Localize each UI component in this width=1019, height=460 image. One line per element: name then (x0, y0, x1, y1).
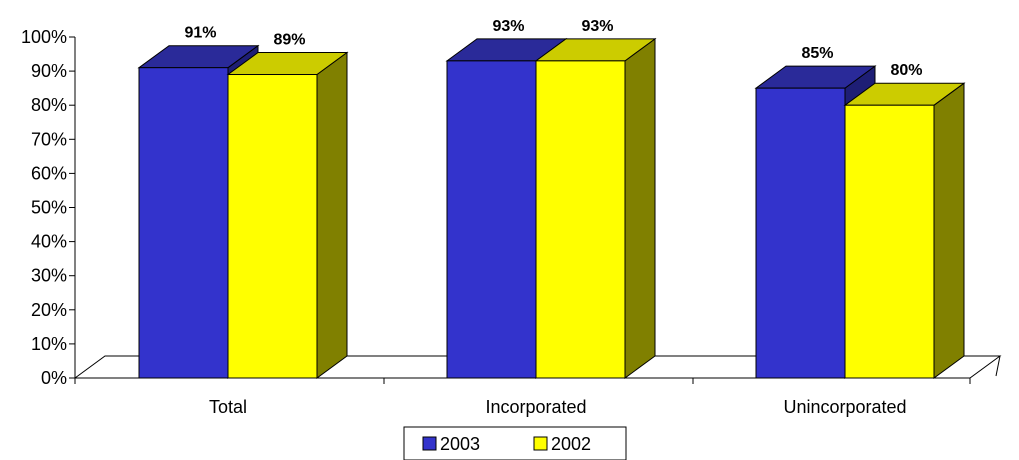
bar-side-face (933, 82, 965, 379)
y-tick-label: 100% (21, 27, 67, 47)
y-tick-label: 40% (31, 232, 67, 252)
bar-front-face (844, 104, 935, 379)
legend: 2003 2002 (403, 426, 627, 460)
x-category-label: Incorporated (485, 397, 586, 417)
bars-layer (137, 37, 966, 379)
bar-front-face (446, 60, 537, 379)
floor-edge-tick (995, 355, 1001, 377)
y-tick-label: 0% (41, 368, 67, 388)
y-tick-label: 60% (31, 163, 67, 183)
y-tick-label: 10% (31, 334, 67, 354)
bar-front-face (535, 60, 626, 379)
legend-label-2002: 2002 (551, 434, 591, 454)
legend-label-2003: 2003 (440, 434, 480, 454)
bar-side-face (316, 51, 348, 379)
bar-front-face (138, 67, 229, 379)
bar-side-face (624, 37, 656, 379)
data-label: 93% (581, 18, 613, 35)
legend-swatch-2002 (533, 436, 548, 451)
data-label: 80% (890, 62, 922, 79)
bar-front-face (227, 74, 318, 379)
data-label: 91% (184, 25, 216, 42)
data-label: 85% (801, 45, 833, 62)
y-tick-label: 50% (31, 198, 67, 218)
y-tick-label: 80% (31, 95, 67, 115)
data-label: 93% (492, 18, 524, 35)
legend-box (403, 426, 627, 460)
y-tick-label: 90% (31, 61, 67, 81)
legend-swatch-2003 (422, 436, 437, 451)
x-category-label: Total (209, 397, 247, 417)
y-tick-label: 30% (31, 266, 67, 286)
x-category-label: Unincorporated (783, 397, 906, 417)
bar-front-face (755, 87, 846, 379)
y-tick-label: 20% (31, 300, 67, 320)
bar-2002-total (226, 51, 349, 379)
y-tick-label: 70% (31, 129, 67, 149)
data-label: 89% (273, 32, 305, 49)
labels-layer: 91% 89% 93% 93% 85% 80% (184, 18, 922, 79)
bar-2002-unincorporated (843, 82, 966, 379)
bar-2002-incorporated (534, 37, 657, 379)
